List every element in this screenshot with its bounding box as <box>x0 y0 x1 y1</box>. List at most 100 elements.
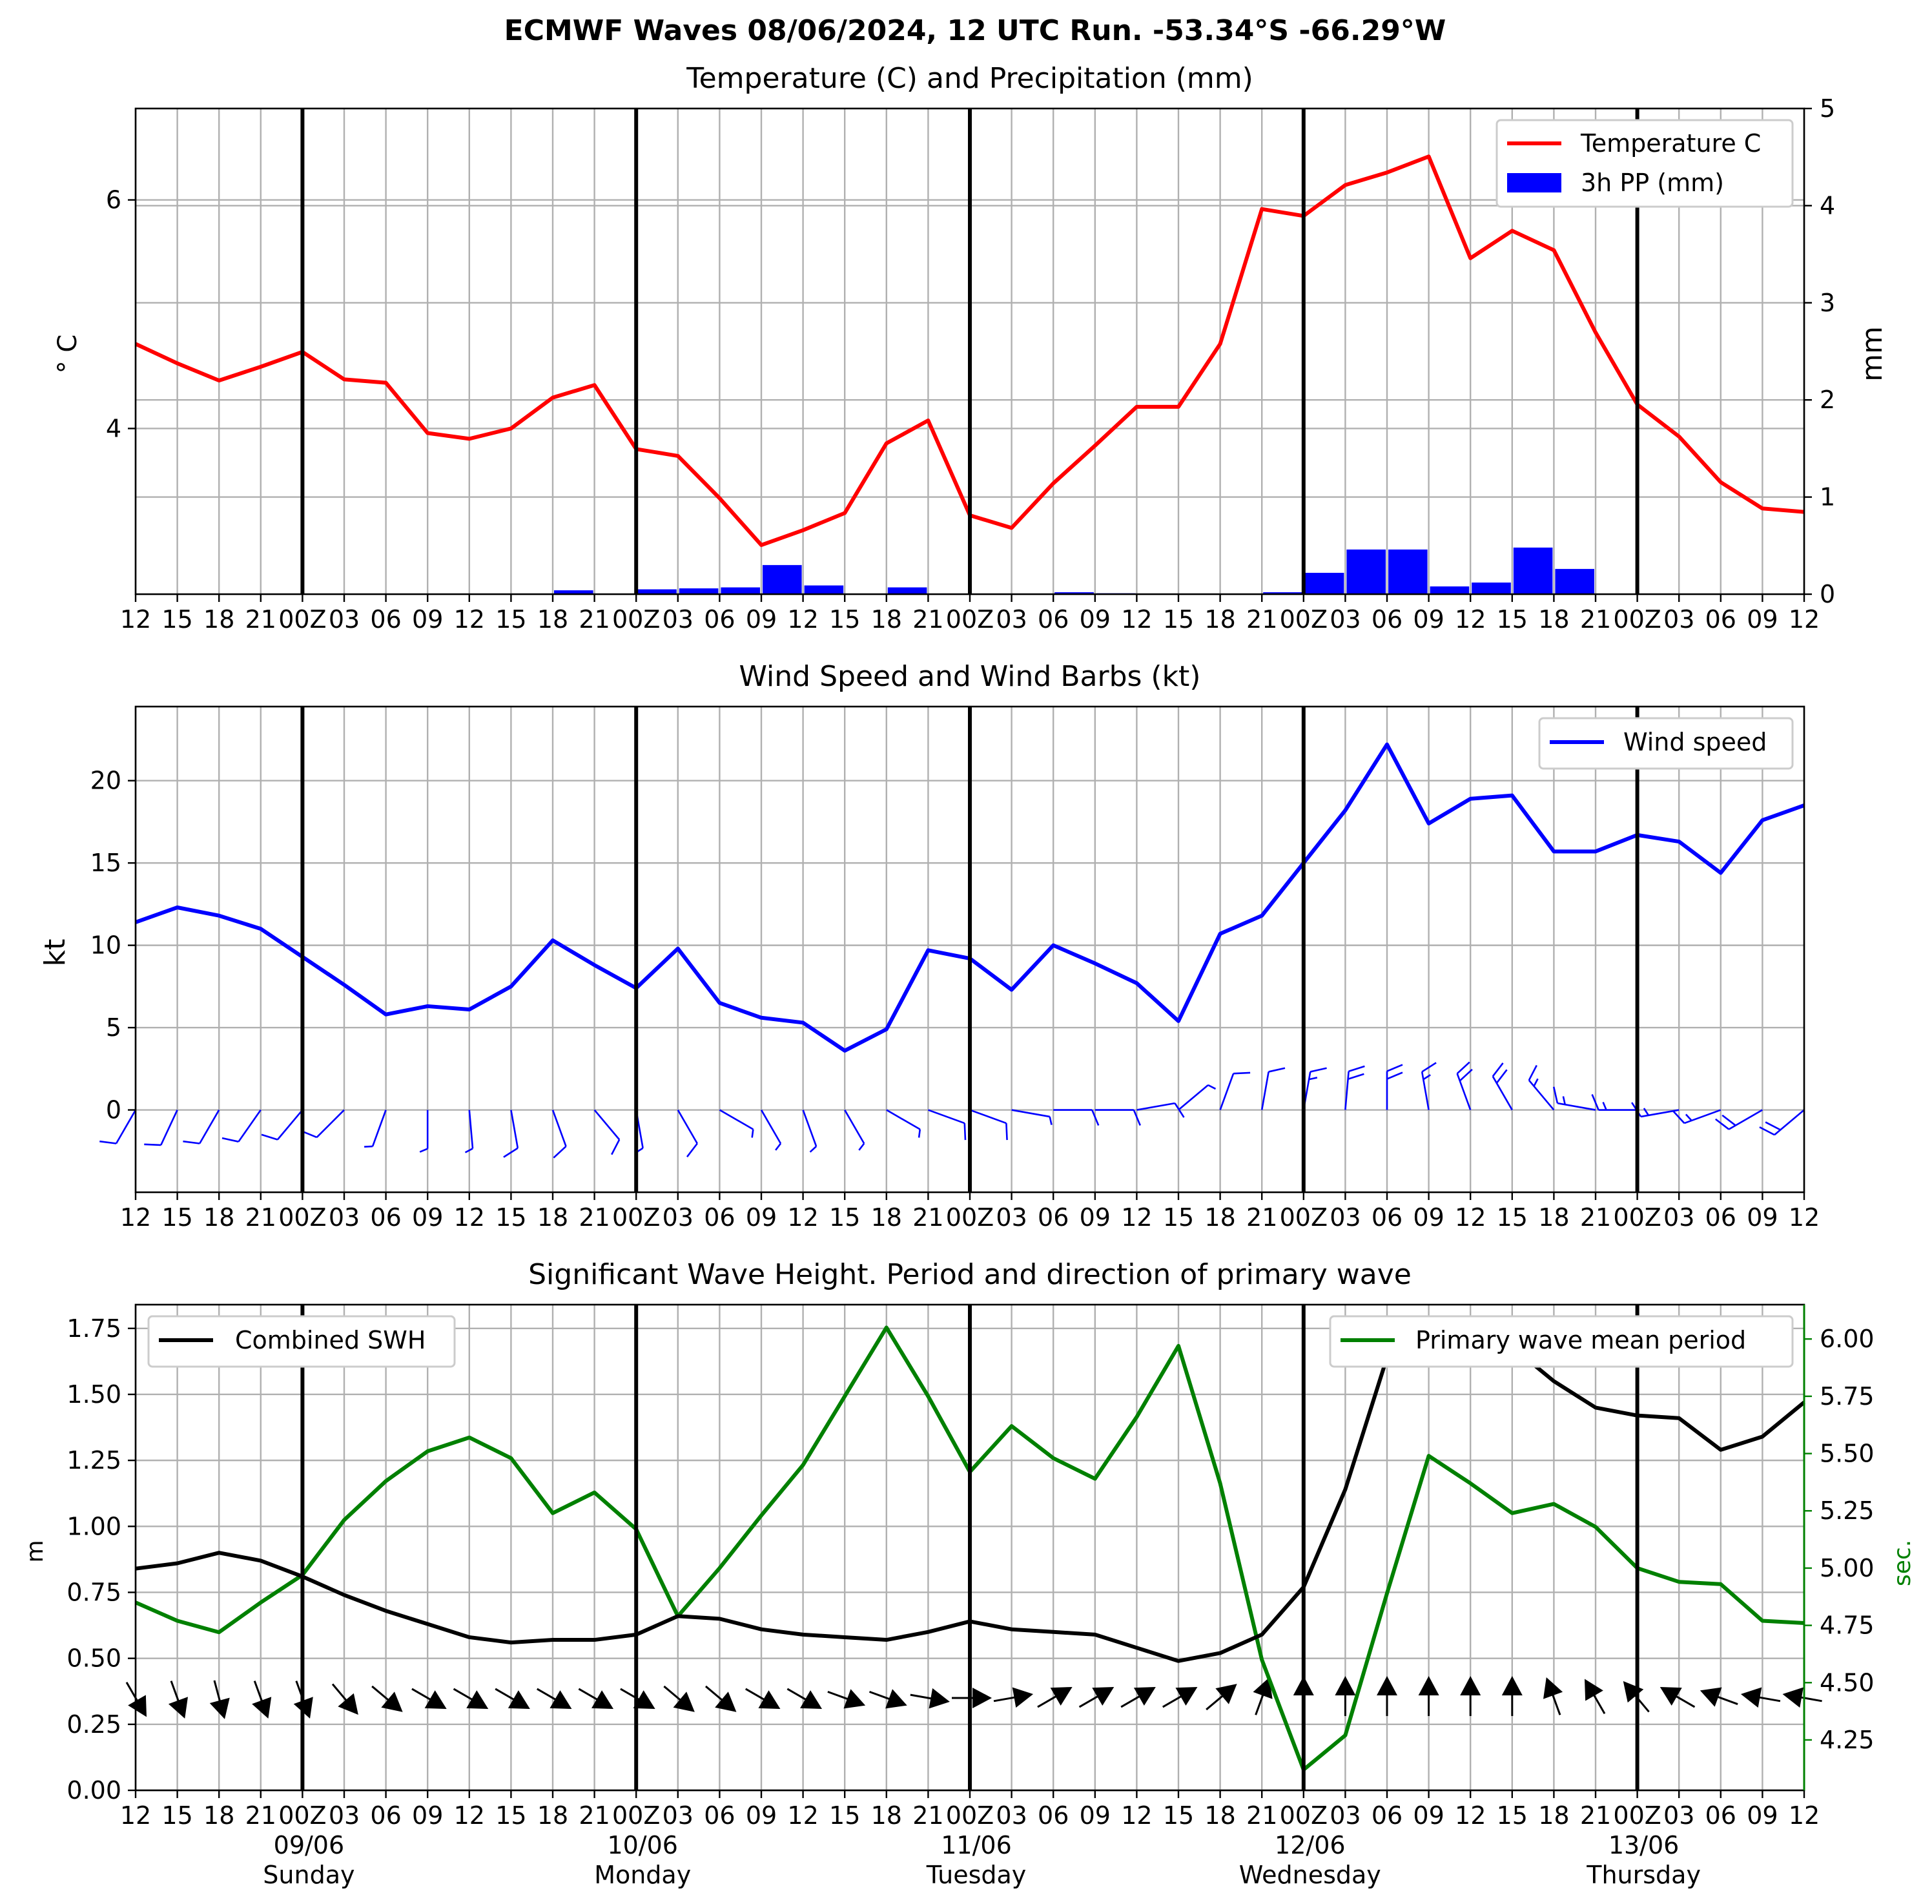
wind-barb-staff <box>927 1109 965 1124</box>
wind-barb <box>1386 1064 1403 1110</box>
wave-arrow-head <box>1335 1675 1356 1695</box>
wave-direction-arrow <box>1460 1675 1481 1716</box>
wind-barb-staff <box>115 1109 137 1144</box>
x-tick-label: 03 <box>996 1203 1027 1232</box>
x-tick-label: 06 <box>1705 1203 1736 1232</box>
wave-direction-arrow <box>745 1688 781 1709</box>
precip-bar <box>679 588 719 594</box>
wave-direction-arrow <box>1078 1686 1115 1708</box>
wave-direction-arrow <box>495 1688 530 1709</box>
x-tick-label: 03 <box>1663 1203 1694 1232</box>
x-tick-label: 12 <box>120 1203 151 1232</box>
wave-direction-arrow <box>868 1689 907 1709</box>
y-tick-label: 1.25 <box>67 1446 121 1475</box>
wind-barb-staff <box>551 1110 567 1147</box>
wave-arrow-head <box>381 1692 403 1712</box>
x-tick-label: 21 <box>1246 1203 1277 1232</box>
wave-arrow-shaft <box>993 1696 1017 1702</box>
wind-panel: Wind Speed and Wind Barbs (kt) 12 15 18 21 0… <box>39 660 1820 1232</box>
x-tick-label: 21 <box>1580 1203 1611 1232</box>
x-tick-label: 18 <box>537 1801 568 1830</box>
wind-barb-half-feather <box>1208 1084 1217 1090</box>
x-tick-label: 09 <box>1080 1801 1111 1830</box>
panel3-ylabel: m <box>22 1540 48 1562</box>
wind-barb-half-feather <box>419 1148 428 1153</box>
wind-barb-full-feather <box>1492 1062 1504 1077</box>
wave-arrow-shaft <box>1798 1696 1822 1702</box>
wave-arrow-head <box>1543 1677 1563 1699</box>
wave-arrow-shaft <box>745 1688 766 1702</box>
wind-barb <box>551 1110 567 1159</box>
x-tick-label: 00Z <box>612 605 660 634</box>
wave-arrow-head <box>1175 1686 1198 1706</box>
wind-barb-half-feather <box>751 1129 754 1138</box>
panel1-ylabel: ° C <box>53 335 83 374</box>
wind-barb <box>144 1109 178 1146</box>
x-tick-label: 12 <box>1121 1203 1152 1232</box>
precip-bar <box>804 585 844 594</box>
panel2-title: Wind Speed and Wind Barbs (kt) <box>739 660 1201 693</box>
y-tick-label: 20 <box>90 767 121 795</box>
wind-barb <box>1492 1062 1513 1111</box>
day-name-label: Tuesday <box>926 1861 1027 1889</box>
wave-arrow-head <box>1418 1675 1439 1695</box>
x-tick-label: 15 <box>495 1203 526 1232</box>
panel3-legend-right: Primary wave mean period <box>1329 1315 1794 1368</box>
wind-barb <box>1011 1109 1053 1125</box>
x-tick-label: 12 <box>1789 605 1820 634</box>
wave-arrow-shaft <box>453 1688 475 1702</box>
panel3-title: Significant Wave Height. Period and dire… <box>528 1258 1412 1291</box>
wind-barb-full-feather <box>1672 1110 1685 1124</box>
wave-direction-arrow <box>1740 1687 1781 1708</box>
y2-tick-label: 4.25 <box>1820 1726 1875 1754</box>
x-tick-label: 15 <box>161 605 192 634</box>
precip-bar <box>887 587 927 594</box>
wave-direction-arrow <box>1418 1675 1439 1716</box>
x-tick-label: 06 <box>1372 1801 1403 1830</box>
x-tick-label: 21 <box>245 1801 276 1830</box>
wind-barb-staff <box>1260 1071 1269 1110</box>
precip-bar <box>721 587 760 594</box>
x-tick-label: 21 <box>912 1203 943 1232</box>
day-date-label: 12/06 <box>1275 1831 1346 1859</box>
wave-direction-arrow <box>168 1681 189 1719</box>
x-tick-label: 00Z <box>946 1203 994 1232</box>
wind-barb-full-feather <box>99 1140 117 1144</box>
wind-barb-full-feather <box>1495 1069 1508 1084</box>
wind-barb-half-feather <box>1685 1113 1692 1121</box>
wind-barb-staff <box>1557 1102 1596 1111</box>
x-tick-label: 09 <box>412 605 443 634</box>
wind-barb-full-feather <box>1348 1065 1365 1073</box>
wave-arrow-shaft <box>1255 1692 1265 1715</box>
x-tick-label: 12 <box>454 1203 485 1232</box>
x-tick-label: 00Z <box>1280 1203 1328 1232</box>
x-tick-label: 12 <box>1789 1203 1820 1232</box>
x-tick-label: 18 <box>871 1801 902 1830</box>
wind-barb-full-feather <box>261 1133 278 1141</box>
x-tick-label: 15 <box>1163 1203 1194 1232</box>
wind-barb <box>1094 1109 1142 1126</box>
y2-tick-label: 6.00 <box>1820 1325 1875 1353</box>
wave-arrow-shaft <box>786 1688 808 1702</box>
wind-barb-staff <box>1728 1109 1763 1130</box>
x-tick-label: 21 <box>1246 1801 1277 1830</box>
wind-barb-staff <box>238 1109 262 1143</box>
wind-barb-full-feather <box>1552 1086 1559 1104</box>
day-name-label: Sunday <box>263 1861 355 1889</box>
wind-barb-full-feather <box>1759 1126 1775 1136</box>
wave-arrow-shaft <box>910 1693 934 1700</box>
legend-precip-swatch <box>1507 173 1561 192</box>
wave-arrow-shaft <box>1551 1692 1561 1715</box>
panel1-legend: Temperature C 3h PP (mm) <box>1495 119 1794 208</box>
y-tick-label: 0.25 <box>67 1710 121 1739</box>
wave-direction-arrow <box>1660 1686 1696 1708</box>
wind-barb-half-feather <box>1049 1116 1053 1125</box>
x-tick-label: 09 <box>1747 605 1778 634</box>
wave-direction-arrow <box>371 1685 403 1712</box>
x-tick-label: 03 <box>329 1203 360 1232</box>
wind-barb <box>886 1109 921 1138</box>
x-tick-label: 21 <box>579 605 610 634</box>
wind-barb-full-feather <box>1348 1073 1364 1080</box>
y-tick-label: 0.50 <box>67 1644 121 1673</box>
wind-barb-full-feather <box>503 1147 519 1158</box>
